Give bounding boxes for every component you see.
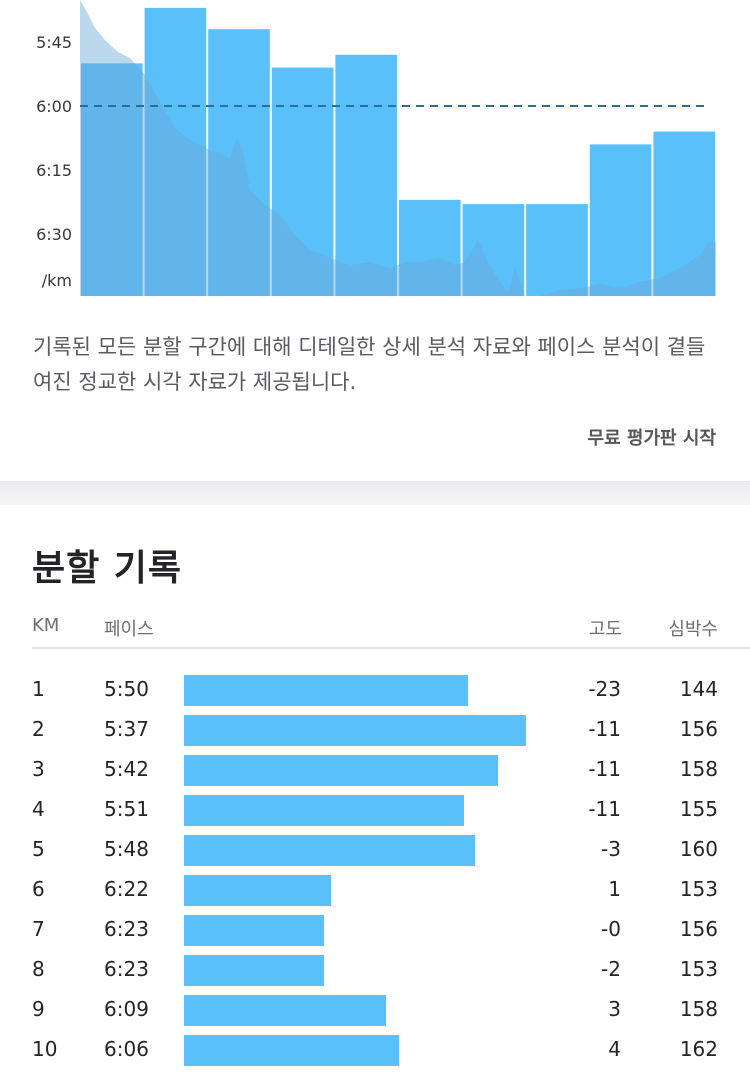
split-row: 2 5:37 -11 156 [0, 713, 750, 753]
split-km: 9 [32, 997, 45, 1021]
split-row: 5 5:48 -3 160 [0, 833, 750, 873]
split-pace-bar [184, 875, 331, 906]
split-km: 3 [32, 757, 45, 781]
split-pace-bar [184, 675, 468, 706]
split-row: 8 6:23 -2 153 [0, 953, 750, 993]
split-pace: 6:23 [104, 957, 149, 981]
chart-description: 기록된 모든 분할 구간에 대해 디테일한 상세 분석 자료와 페이스 분석이 … [33, 335, 706, 394]
pace-chart-card: 5:45 6:00 6:15 6:30/km 기록된 모든 분할 구간에 대해 디테일… [0, 0, 750, 481]
split-pace: 6:06 [104, 1037, 149, 1061]
pace-bar [589, 144, 652, 296]
split-pace: 5:37 [104, 717, 149, 741]
split-km: 10 [32, 1037, 58, 1061]
splits-title: 분할 기록 [32, 548, 183, 589]
split-km: 2 [32, 717, 45, 741]
split-heart-rate: 156 [679, 917, 718, 941]
split-elevation: -2 [601, 957, 621, 981]
split-pace: 6:09 [104, 997, 149, 1021]
split-row: 10 6:06 4 162 [0, 1033, 750, 1073]
split-km: 1 [32, 677, 45, 701]
split-row: 1 5:50 -23 144 [0, 673, 750, 713]
split-pace: 6:23 [104, 917, 149, 941]
header-km: KM [32, 615, 60, 636]
split-row: 6 6:22 1 153 [0, 873, 750, 913]
split-elevation: -23 [588, 677, 621, 701]
section-divider [0, 481, 750, 505]
y-tick-label: 5:45 [36, 33, 72, 52]
split-pace: 6:22 [104, 877, 149, 901]
split-pace-bar [184, 715, 526, 746]
split-elevation: 4 [608, 1037, 621, 1061]
split-km: 8 [32, 957, 45, 981]
splits-section: 분할 기록 KM 페이스 고도 심박수 1 5:50 -23 144 2 5:37 -11 1… [0, 505, 750, 1072]
pace-bar [335, 54, 397, 296]
split-pace: 5:51 [104, 797, 149, 821]
splits-table: 1 5:50 -23 144 2 5:37 -11 156 3 5:42 -11 158 4 5:51 -1… [0, 673, 750, 1073]
split-pace-bar [184, 755, 498, 786]
split-elevation: -11 [588, 797, 621, 821]
split-heart-rate: 162 [679, 1037, 718, 1061]
split-pace-bar [184, 835, 475, 866]
split-pace-bar [184, 1035, 399, 1066]
pace-bar [399, 199, 461, 296]
free-trial-link[interactable]: 무료 평가판 시작 [587, 428, 716, 449]
split-km: 4 [32, 797, 45, 821]
split-heart-rate: 158 [679, 757, 718, 781]
split-pace-bar [184, 955, 324, 986]
header-pace: 페이스 [104, 619, 154, 640]
split-elevation: 1 [608, 877, 621, 901]
header-divider [32, 647, 750, 649]
split-heart-rate: 153 [679, 957, 718, 981]
split-pace-bar [184, 915, 324, 946]
y-unit-label: /km [42, 271, 72, 290]
split-row: 4 5:51 -11 155 [0, 793, 750, 833]
elevation-profile [80, 0, 716, 296]
split-pace: 5:50 [104, 677, 149, 701]
split-pace: 5:48 [104, 837, 149, 861]
pace-bar [653, 131, 715, 296]
split-heart-rate: 155 [679, 797, 718, 821]
split-row: 9 6:09 3 158 [0, 993, 750, 1033]
split-pace-bar [184, 995, 386, 1026]
split-heart-rate: 156 [679, 717, 718, 741]
y-tick-label: 6:30 [36, 225, 72, 244]
pace-chart: 5:45 6:00 6:15 6:30/km [36, 0, 716, 297]
split-heart-rate: 158 [679, 997, 718, 1021]
split-heart-rate: 153 [679, 877, 718, 901]
split-elevation: -11 [588, 757, 621, 781]
split-pace-bar [184, 795, 464, 826]
pace-bar [144, 7, 207, 296]
header-elevation: 고도 [588, 619, 622, 640]
split-heart-rate: 144 [679, 677, 718, 701]
pace-bar [526, 204, 588, 296]
split-pace: 5:42 [104, 757, 149, 781]
pace-bar [81, 63, 143, 297]
pace-bar [208, 29, 270, 296]
split-elevation: -11 [588, 717, 621, 741]
split-km: 7 [32, 917, 45, 941]
header-heart-rate: 심박수 [668, 619, 718, 640]
split-elevation: -3 [601, 837, 621, 861]
y-tick-label: 6:15 [36, 161, 72, 180]
split-heart-rate: 160 [679, 837, 718, 861]
split-row: 3 5:42 -11 158 [0, 753, 750, 793]
split-elevation: 3 [608, 997, 621, 1021]
split-row: 7 6:23 -0 156 [0, 913, 750, 953]
split-elevation: -0 [601, 917, 621, 941]
split-km: 6 [32, 877, 45, 901]
y-tick-label: 6:00 [36, 97, 72, 116]
split-km: 5 [32, 837, 45, 861]
pace-bar [462, 204, 525, 296]
